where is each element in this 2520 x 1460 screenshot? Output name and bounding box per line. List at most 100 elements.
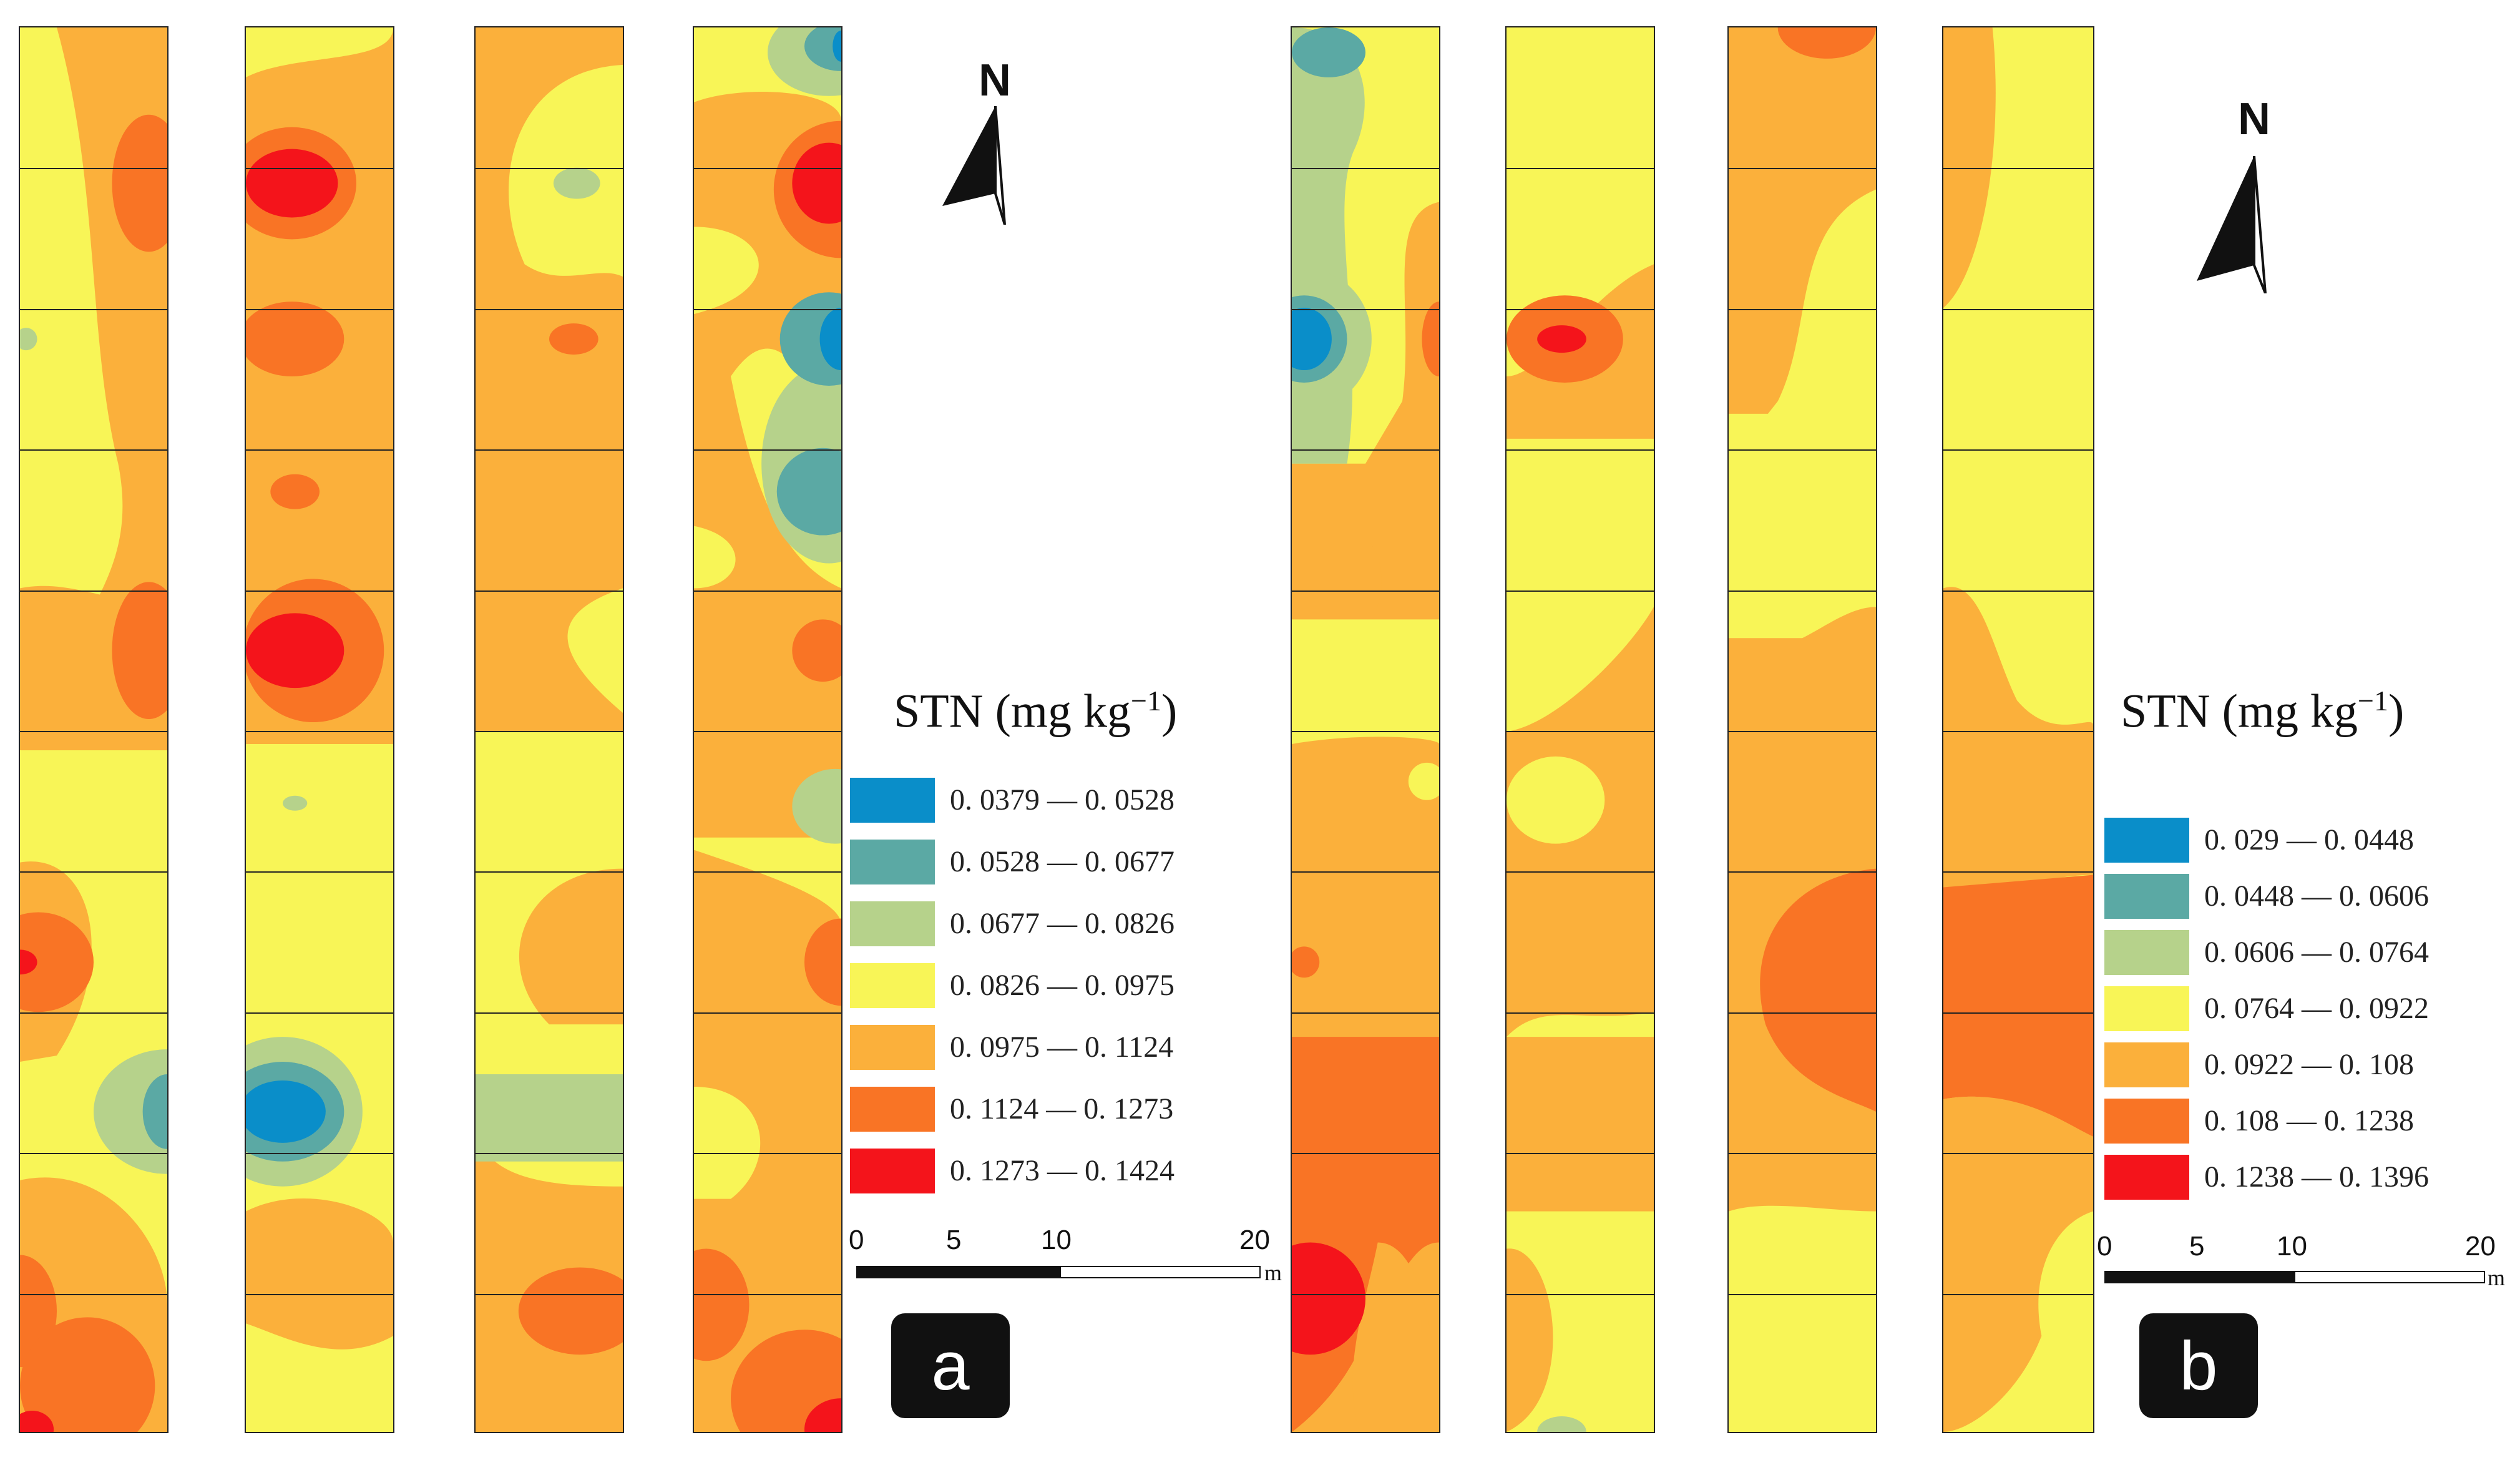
legend-range-label: 0. 1124 — 0. 1273 xyxy=(950,1092,1174,1125)
legend-swatch xyxy=(2104,986,2189,1031)
legend-row: 0. 0677 — 0. 0826 xyxy=(850,901,1237,951)
grid-line xyxy=(694,871,841,873)
legend-swatch xyxy=(850,1025,935,1070)
panel-label-b: b xyxy=(2139,1313,2258,1418)
grid-line xyxy=(694,731,841,732)
grid-line xyxy=(694,449,841,451)
grid-line xyxy=(246,1153,393,1155)
grid-line xyxy=(1292,308,1439,310)
grid-line xyxy=(1729,590,1876,592)
legend-swatch xyxy=(2104,930,2189,975)
legend-range-label: 0. 0922 — 0. 108 xyxy=(2204,1048,2414,1081)
grid-line xyxy=(1729,308,1876,310)
grid-line xyxy=(1292,1012,1439,1014)
scale-unit-a: m xyxy=(1264,1260,1282,1285)
scale-bar-black-b xyxy=(2104,1271,2294,1283)
legend-range-label: 0. 029 — 0. 0448 xyxy=(2204,823,2414,856)
grid-line xyxy=(1729,1012,1876,1014)
legend-row: 0. 0448 — 0. 0606 xyxy=(2104,874,2491,924)
grid-line xyxy=(1729,449,1876,451)
legend-swatch xyxy=(850,1149,935,1193)
grid-line xyxy=(1943,1153,2093,1155)
legend-range-label: 0. 0764 — 0. 0922 xyxy=(2204,992,2429,1025)
legend-row: 0. 0379 — 0. 0528 xyxy=(850,778,1237,828)
scale-tick-a-20: 20 xyxy=(1239,1225,1270,1255)
grid-line xyxy=(1507,449,1654,451)
legend-range-label: 0. 0528 — 0. 0677 xyxy=(950,845,1175,878)
legend-swatch xyxy=(2104,818,2189,863)
grid-line xyxy=(246,1293,393,1295)
grid-line xyxy=(1507,1012,1654,1014)
scale-tick-a-0: 0 xyxy=(849,1225,864,1255)
legend-row: 0. 0764 — 0. 0922 xyxy=(2104,986,2491,1036)
legend-range-label: 0. 1238 — 0. 1396 xyxy=(2204,1160,2429,1193)
grid-line xyxy=(694,1293,841,1295)
grid-line xyxy=(1943,1293,2093,1295)
north-label-b: N xyxy=(2238,94,2270,144)
grid-line xyxy=(694,590,841,592)
grid-line xyxy=(694,1012,841,1014)
grid-line xyxy=(246,871,393,873)
grid-line xyxy=(476,449,623,451)
grid-line xyxy=(1943,1012,2093,1014)
legend-swatch xyxy=(2104,1155,2189,1200)
grid-line xyxy=(20,449,167,451)
north-arrow-icon xyxy=(2197,156,2267,293)
legend-range-label: 0. 1273 — 0. 1424 xyxy=(950,1154,1175,1187)
legend-range-label: 0. 0826 — 0. 0975 xyxy=(950,969,1175,1002)
grid-line xyxy=(1507,871,1654,873)
grid-line xyxy=(246,1012,393,1014)
grid-line xyxy=(20,1012,167,1014)
legend-range-label: 0. 0448 — 0. 0606 xyxy=(2204,879,2429,913)
grid-line xyxy=(246,590,393,592)
legend-swatch xyxy=(2104,1042,2189,1087)
grid-line xyxy=(1292,1293,1439,1295)
grid-line xyxy=(1729,1153,1876,1155)
grid-line xyxy=(1507,168,1654,170)
scale-tick-a-5: 5 xyxy=(946,1225,962,1255)
grid-line xyxy=(1507,590,1654,592)
grid-line xyxy=(476,1293,623,1295)
legend-range-label: 0. 0379 — 0. 0528 xyxy=(950,783,1175,816)
grid-line xyxy=(476,590,623,592)
grid-line xyxy=(1729,731,1876,732)
map-strip-b4 xyxy=(1942,26,2094,1433)
grid-line xyxy=(1292,1153,1439,1155)
grid-line xyxy=(1943,308,2093,310)
grid-line xyxy=(1292,449,1439,451)
legend-row: 0. 1238 — 0. 1396 xyxy=(2104,1155,2491,1205)
grid-line xyxy=(20,731,167,732)
grid-line xyxy=(476,1012,623,1014)
grid-line xyxy=(1729,871,1876,873)
scale-bar-black-a xyxy=(856,1266,1060,1278)
legend-row: 0. 1273 — 0. 1424 xyxy=(850,1149,1237,1198)
grid-line xyxy=(1943,449,2093,451)
legend-swatch xyxy=(850,840,935,884)
grid-line xyxy=(1729,168,1876,170)
legend-range-label: 0. 0975 — 0. 1124 xyxy=(950,1031,1174,1064)
legend-title-b: STN (mg kg−1) xyxy=(2121,685,2405,738)
grid-line xyxy=(694,308,841,310)
legend-swatch xyxy=(850,778,935,823)
grid-line xyxy=(1292,871,1439,873)
legend-swatch xyxy=(2104,874,2189,919)
legend-row: 0. 1124 — 0. 1273 xyxy=(850,1087,1237,1137)
grid-line xyxy=(1943,590,2093,592)
map-strip-a2 xyxy=(245,26,394,1433)
grid-line xyxy=(20,590,167,592)
grid-line xyxy=(476,308,623,310)
scale-bar-white-a xyxy=(1060,1266,1261,1278)
legend-row: 0. 0606 — 0. 0764 xyxy=(2104,930,2491,980)
scale-tick-b-0: 0 xyxy=(2097,1231,2112,1262)
legend-range-label: 0. 0677 — 0. 0826 xyxy=(950,907,1175,940)
grid-line xyxy=(1507,1153,1654,1155)
legend-range-label: 0. 0606 — 0. 0764 xyxy=(2204,936,2429,969)
grid-line xyxy=(694,1153,841,1155)
legend-swatch xyxy=(850,901,935,946)
grid-line xyxy=(476,1153,623,1155)
grid-line xyxy=(1292,168,1439,170)
grid-line xyxy=(476,871,623,873)
grid-line xyxy=(20,308,167,310)
grid-line xyxy=(1943,168,2093,170)
scale-tick-a-10: 10 xyxy=(1041,1225,1072,1255)
